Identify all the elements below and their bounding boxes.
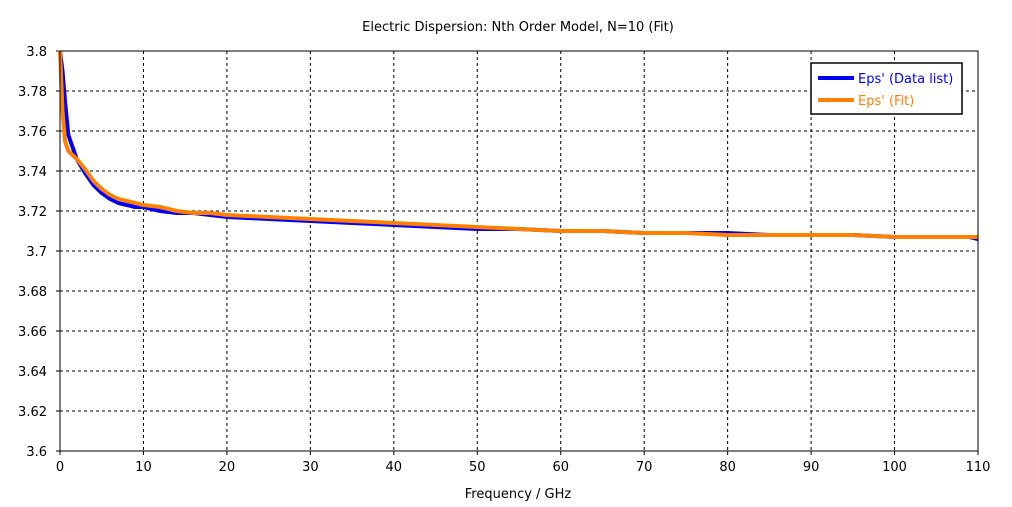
x-tick-label: 40: [386, 460, 403, 475]
y-tick-label: 3.74: [18, 165, 47, 180]
series-layer: [58, 50, 979, 241]
x-tick-label: 20: [219, 460, 236, 475]
x-tick-label: 100: [882, 460, 907, 475]
x-tick-label: 10: [135, 460, 152, 475]
legend-label-fit: Eps' (Fit): [858, 94, 914, 109]
x-tick-label: 110: [966, 460, 991, 475]
x-tick-label: 90: [803, 460, 820, 475]
x-tick-label: 80: [719, 460, 736, 475]
grid: [60, 51, 978, 451]
x-tick-label: 70: [636, 460, 653, 475]
y-tick-label: 3.78: [18, 85, 47, 100]
y-tick-label: 3.7: [26, 245, 47, 260]
y-tick-label: 3.72: [18, 205, 47, 220]
y-tick-label: 3.62: [18, 405, 47, 420]
y-tick-label: 3.68: [18, 285, 47, 300]
x-tick-label: 30: [302, 460, 319, 475]
x-tick-label: 60: [552, 460, 569, 475]
legend-box: [810, 62, 963, 115]
x-tick-label: 50: [469, 460, 486, 475]
series-line-fit: [58, 50, 978, 239]
x-axis-ticks: 0 10 20 30 40 50 60 70 80 90 100 110: [56, 451, 991, 475]
y-tick-label: 3.6: [26, 445, 47, 460]
y-tick-label: 3.8: [26, 45, 47, 60]
plot-frame: [59, 50, 979, 452]
y-tick-label: 3.76: [18, 125, 47, 140]
legend: Eps' (Data list) Eps' (Fit): [810, 62, 963, 115]
chart-title: Electric Dispersion: Nth Order Model, N=…: [362, 20, 674, 35]
legend-label-data-list: Eps' (Data list): [858, 72, 953, 87]
y-tick-label: 3.64: [18, 365, 47, 380]
x-axis-label: Frequency / GHz: [465, 487, 572, 502]
y-tick-label: 3.66: [18, 325, 47, 340]
x-tick-label: 0: [56, 460, 64, 475]
y-axis-ticks: 3.6 3.62 3.64 3.66 3.68 3.7 3.72 3.74 3.76 3.78 3.…: [18, 45, 60, 460]
